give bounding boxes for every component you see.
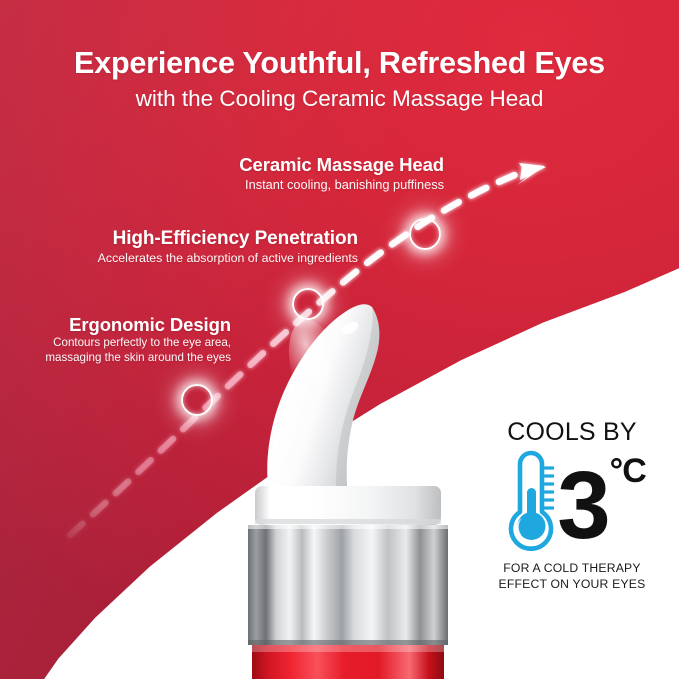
badge-unit: °C (609, 452, 647, 490)
chrome-band-bottom-edge (248, 640, 448, 645)
headline-primary: Experience Youthful, Refreshed Eyes (74, 46, 605, 80)
thermometer-icon (508, 450, 555, 551)
badge-caption-line1: FOR A COLD THERAPY (503, 561, 641, 575)
bottle-top-shine (252, 645, 444, 652)
marker-ceramic-head (409, 218, 441, 250)
headline-block: Experience Youthful, Refreshed Eyes with… (0, 46, 679, 112)
badge-value: 3 (557, 451, 610, 559)
thermometer-ticks (543, 466, 555, 510)
celsius-letter: C (622, 452, 647, 490)
badge-top-label: COOLS BY (507, 418, 637, 446)
white-collar (255, 486, 441, 525)
badge-caption: FOR A COLD THERAPY EFFECT ON YOUR EYES (492, 561, 652, 592)
callout-title: Ergonomic Design (69, 314, 231, 335)
marker-penetration (292, 288, 324, 320)
callout-title: High-Efficiency Penetration (112, 228, 359, 249)
badge-value-row: 3 °C (492, 450, 652, 554)
red-glass-bottle (252, 645, 444, 679)
callout-ergonomic-design: Ergonomic Design Contours perfectly to t… (0, 314, 231, 366)
degree-symbol: ° (609, 452, 624, 490)
callout-subtitle: Accelerates the absorption of active ing… (97, 250, 358, 265)
callout-high-efficiency-penetration: High-Efficiency Penetration Accelerates … (20, 228, 358, 266)
marker-ergonomic (181, 384, 213, 416)
callout-subtitle-line2: massaging the skin around the eyes (45, 351, 231, 365)
collar-seam (255, 519, 441, 524)
callout-title: Ceramic Massage Head (239, 154, 444, 175)
badge-caption-line2: EFFECT ON YOUR EYES (498, 576, 646, 591)
headline-secondary: with the Cooling Ceramic Massage Head (135, 86, 544, 112)
callout-subtitle-line1: Contours perfectly to the eye area, (53, 336, 231, 350)
callout-ceramic-massage-head: Ceramic Massage Head Instant cooling, ba… (126, 154, 444, 193)
cools-by-badge: COOLS BY (492, 420, 652, 592)
callout-subtitle: Instant cooling, banishing puffiness (245, 177, 444, 193)
chrome-band-top-edge (248, 525, 448, 529)
chrome-band (248, 525, 448, 645)
